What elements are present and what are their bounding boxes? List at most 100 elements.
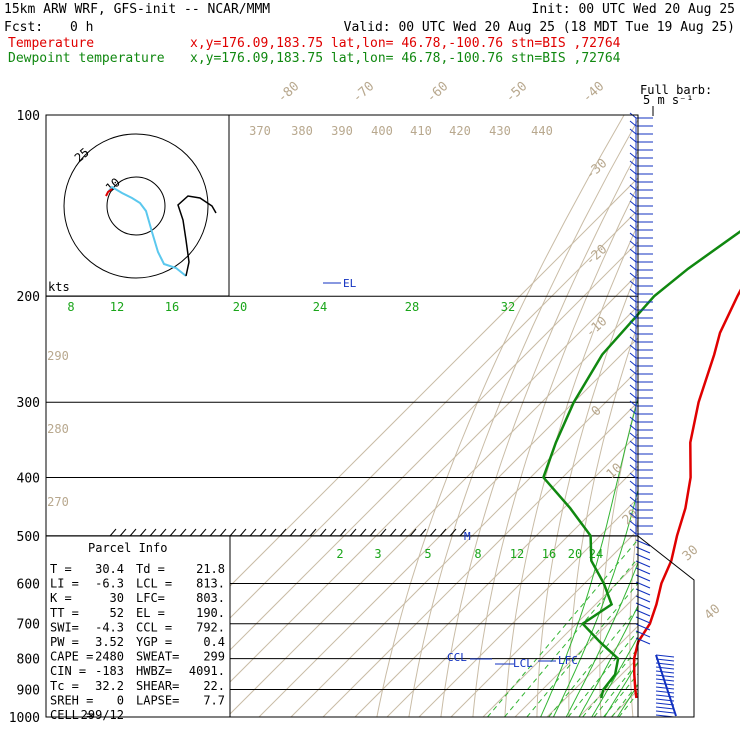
lfc-label: LFC	[558, 654, 578, 667]
isotherm-label: -80	[275, 79, 302, 106]
isotherm	[450, 529, 638, 717]
ccl-label: CCL	[447, 651, 467, 664]
dry-adiabat	[376, 115, 625, 717]
barb-legend-title: Full barb:	[640, 83, 712, 97]
parcel-info-title: Parcel Info	[88, 541, 167, 555]
dry-adiabat	[568, 322, 638, 717]
parcel-info-cell: HWBZ=	[136, 664, 172, 678]
mixing-ratio-label-lower: 2	[336, 547, 343, 561]
parcel-info-cell: 32.2	[95, 679, 124, 693]
hatch-mark	[309, 528, 317, 537]
barb-flag	[629, 528, 637, 535]
moist-adiabat	[578, 604, 638, 717]
parcel-info-cell: 7.7	[203, 693, 225, 707]
temperature-profile	[632, 288, 740, 699]
barb-staff	[655, 654, 675, 658]
isotherm-label: -60	[424, 79, 451, 106]
parcel-info-cell: 2480	[95, 650, 124, 664]
dry-adiabat	[504, 222, 638, 717]
hatch-mark	[329, 528, 337, 537]
parcel-info-cell: 22.	[203, 679, 225, 693]
isotherm-label: -70	[350, 79, 377, 106]
parcel-info-cell: 299	[203, 650, 225, 664]
barb-staff	[655, 702, 675, 706]
mixing-ratio-label-upper: 12	[110, 300, 124, 314]
model-title: 15km ARW WRF, GFS-init -- NCAR/MMM	[4, 2, 270, 17]
isotherm-label: -10	[583, 314, 610, 341]
parcel-info-cell: 813.	[196, 577, 225, 591]
pressure-label: 300	[17, 396, 40, 411]
theta-label: 280	[47, 422, 69, 436]
barb-flag	[629, 192, 637, 199]
hatch-mark	[179, 528, 187, 537]
mixing-ratio-line	[603, 672, 638, 717]
mixing-ratio-label-upper: 24	[313, 300, 327, 314]
hodograph-ring-inner	[106, 176, 166, 236]
isotherm	[354, 433, 638, 717]
barb-flag	[629, 168, 637, 175]
parcel-info-cell: LAPSE=	[136, 693, 179, 707]
barb-flag	[629, 472, 637, 479]
hatch-mark	[299, 528, 307, 537]
mixing-ratio-line	[593, 661, 638, 717]
parcel-info-cell: Td =	[136, 562, 165, 576]
hodograph-trace-lower	[107, 185, 187, 277]
mixing-ratio-label-upper: 32	[501, 300, 515, 314]
hatch-mark	[359, 528, 367, 537]
isotherm	[482, 561, 638, 717]
hodograph-trace-surface	[105, 188, 113, 197]
hatch-mark	[279, 528, 287, 537]
barb-flag	[629, 240, 637, 247]
hatch-mark	[409, 528, 417, 537]
theta-label: 370	[249, 124, 271, 138]
barb-flag	[629, 520, 637, 527]
parcel-info-cell: Tc =	[50, 679, 79, 693]
barb-flag	[629, 376, 637, 383]
hatch-mark	[189, 528, 197, 537]
dry-adiabat	[408, 118, 638, 717]
parcel-info-cell: T =	[50, 562, 72, 576]
barb-legend-units: 5 m s⁻¹	[643, 93, 694, 107]
hodograph-units: kts	[48, 280, 70, 294]
parcel-info-cell: 30.4	[95, 562, 124, 576]
barb-flag	[629, 224, 637, 231]
mixing-ratio-label-lower: 5	[424, 547, 431, 561]
pressure-label: 100	[17, 109, 40, 124]
parcel-info-cell: CAPE =	[50, 650, 93, 664]
isotherm	[162, 241, 638, 717]
pressure-label: 200	[17, 290, 40, 305]
theta-label: 430	[489, 124, 511, 138]
isotherm	[290, 369, 638, 717]
barb-flag	[629, 136, 637, 143]
theta-label: 440	[531, 124, 553, 138]
hatch-mark	[119, 528, 127, 537]
barb-flag	[629, 232, 637, 239]
hatch-mark	[169, 528, 177, 537]
parcel-info-cell: CCL =	[136, 620, 172, 634]
barb-column-line	[655, 654, 677, 717]
dry-adiabat	[659, 115, 740, 717]
isotherm	[418, 497, 638, 717]
barb-flag	[629, 312, 637, 319]
isotherm	[130, 209, 638, 717]
theta-label: 380	[291, 124, 313, 138]
hatch-mark	[389, 528, 397, 537]
mixing-ratio-label-lower: 12	[510, 547, 524, 561]
isotherm	[194, 273, 638, 717]
pressure-label: 800	[17, 653, 40, 668]
barb-flag	[629, 264, 637, 271]
barb-flag	[629, 328, 637, 335]
hodograph: 25 10 kts	[45, 114, 230, 297]
barb-staff	[655, 694, 675, 698]
pressure-label: 700	[17, 618, 40, 633]
lcl-label: LCL	[513, 657, 533, 670]
init-time: Init: 00 UTC Wed 20 Aug 25	[532, 2, 736, 17]
barb-flag	[629, 432, 637, 439]
barb-flag	[629, 152, 637, 159]
barb-flag	[629, 280, 637, 287]
parcel-info-cell: 52	[110, 606, 124, 620]
hatch-mark	[129, 528, 137, 537]
barb-staff	[655, 666, 675, 670]
barb-flag	[629, 512, 637, 519]
parcel-info-cell: -4.3	[95, 620, 124, 634]
